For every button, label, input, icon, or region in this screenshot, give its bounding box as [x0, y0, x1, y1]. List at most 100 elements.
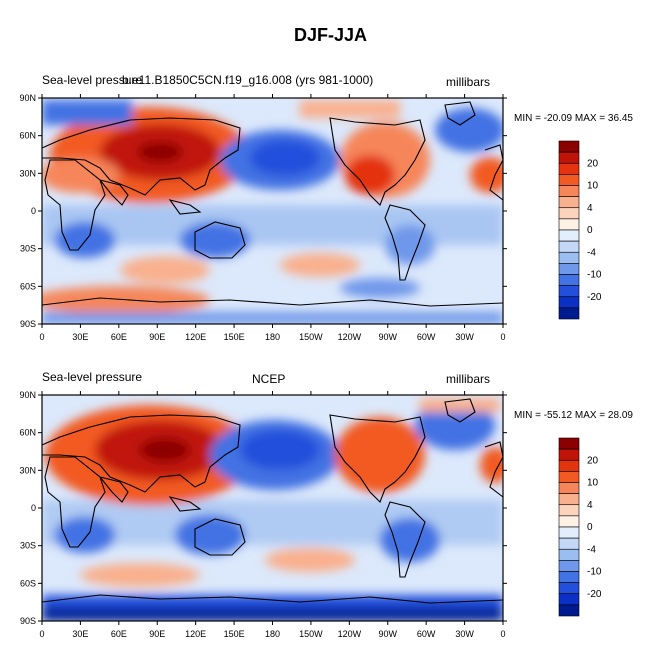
- colorbar-swatch: [558, 151, 580, 164]
- lon-tick-label: 150W: [299, 629, 323, 639]
- colorbar-label: 0: [587, 225, 593, 236]
- colorbar-swatch: [558, 571, 580, 583]
- colorbar-label: 10: [587, 181, 599, 192]
- lat-tick-label: 60S: [20, 281, 36, 291]
- colorbar-swatch: [558, 174, 580, 186]
- colorbars: 20 10 4 0 -4 -10 -20 20 10 4 0 -4 -10 -20: [558, 140, 602, 617]
- lat-tick-label: 60N: [19, 428, 36, 438]
- colorbar-swatch: [558, 437, 580, 450]
- lon-tick-label: 150W: [299, 332, 323, 342]
- panel2-center-label: NCEP: [252, 372, 286, 386]
- colorbar-swatch: [558, 274, 580, 286]
- lon-tick-label: 180: [265, 332, 280, 342]
- panel1-minmax: MIN = -20.09 MAX = 36.45: [514, 113, 633, 124]
- lon-tick-label: 90E: [149, 332, 165, 342]
- panel2-minmax: MIN = -55.12 MAX = 28.09: [514, 410, 633, 421]
- colorbar-label: 4: [587, 203, 593, 214]
- lon-tick-label: 150E: [224, 629, 245, 639]
- colorbar-label: -4: [587, 247, 596, 258]
- lon-tick-label: 0: [500, 332, 505, 342]
- panel2-units-label: millibars: [446, 372, 491, 386]
- colorbar-swatch: [558, 251, 580, 264]
- lat-tick-label: 90S: [20, 319, 36, 329]
- colorbar-swatch: [558, 162, 580, 175]
- lon-tick-label: 0: [39, 332, 44, 342]
- colorbar-label: -20: [587, 589, 602, 600]
- colorbar-swatch: [558, 548, 580, 561]
- colorbar-label: 20: [587, 158, 599, 169]
- colorbar-swatch: [558, 504, 580, 517]
- lon-tick-label: 60W: [417, 332, 436, 342]
- colorbar-swatch: [558, 218, 580, 231]
- lon-tick-label: 60E: [111, 629, 127, 639]
- lon-tick-label: 90W: [378, 332, 397, 342]
- colorbar-label: -10: [587, 567, 602, 578]
- lon-tick-label: 150E: [224, 332, 245, 342]
- colorbar-swatch: [558, 459, 580, 472]
- lon-tick-label: 180: [265, 629, 280, 639]
- colorbar-label: -4: [587, 544, 596, 555]
- lat-tick-label: 30S: [20, 541, 36, 551]
- lat-tick-label: 90N: [19, 390, 36, 400]
- colorbar-swatch: [558, 263, 580, 275]
- colorbar-swatch: [558, 560, 580, 572]
- coastlines: [41, 101, 504, 307]
- lon-tick-label: 120E: [185, 629, 206, 639]
- lon-tick-label: 30W: [455, 629, 474, 639]
- lat-tick-label: 60N: [19, 131, 36, 141]
- lon-tick-label: 120E: [185, 332, 206, 342]
- panel1-center-label: b.e11.B1850C5CN.f19_g16.008 (yrs 981-100…: [122, 73, 374, 87]
- colorbar-swatch: [558, 229, 580, 242]
- lat-tick-label: 30N: [19, 168, 36, 178]
- colorbar-swatch: [558, 448, 580, 461]
- lon-tick-label: 120W: [338, 332, 362, 342]
- colorbar-swatch: [558, 285, 580, 298]
- colorbar-label: 20: [587, 455, 599, 466]
- colorbar-swatch: [558, 526, 580, 539]
- colorbar-label: 0: [587, 522, 593, 533]
- lon-tick-label: 30E: [72, 629, 88, 639]
- lat-tick-label: 30N: [19, 465, 36, 475]
- lon-tick-label: 90E: [149, 629, 165, 639]
- lon-tick-label: 0: [39, 629, 44, 639]
- lon-tick-label: 30W: [455, 332, 474, 342]
- lon-tick-label: 60E: [111, 332, 127, 342]
- lat-tick-label: 60S: [20, 578, 36, 588]
- colorbar-swatch: [558, 482, 580, 494]
- lon-tick-label: 30E: [72, 332, 88, 342]
- lat-tick-label: 0: [31, 503, 36, 513]
- colorbar-swatch: [558, 537, 580, 550]
- colorbar-swatch: [558, 515, 580, 528]
- colorbar-label: 10: [587, 478, 599, 489]
- colorbar-swatch: [558, 296, 580, 309]
- colorbar-swatch: [558, 140, 580, 153]
- colorbar-swatch: [558, 604, 580, 617]
- colorbar-swatch: [558, 471, 580, 483]
- colorbar-swatch: [558, 240, 580, 253]
- lat-tick-label: 0: [31, 206, 36, 216]
- colorbar-label: -20: [587, 292, 602, 303]
- colorbar-swatch: [558, 185, 580, 197]
- main-title: DJF-JJA: [293, 25, 368, 45]
- colorbar-swatch: [558, 582, 580, 595]
- panel2-left-label: Sea-level pressure: [42, 370, 143, 384]
- colorbar-label: -10: [587, 270, 602, 281]
- lon-tick-label: 90W: [378, 629, 397, 639]
- panel1-pressure-field: [42, 98, 503, 324]
- lon-tick-label: 120W: [338, 629, 362, 639]
- lon-tick-label: 0: [500, 629, 505, 639]
- colorbar-label: 4: [587, 500, 593, 511]
- colorbar-swatch: [558, 307, 580, 320]
- colorbar-swatch: [558, 207, 580, 220]
- colorbar-swatch: [558, 196, 580, 209]
- lat-tick-label: 90N: [19, 93, 36, 103]
- lon-tick-label: 60W: [417, 629, 436, 639]
- panel2-pressure-field: [42, 395, 503, 621]
- colorbar-swatch: [558, 593, 580, 606]
- lat-tick-label: 30S: [20, 244, 36, 254]
- panel1-left-label: Sea-level pressure: [42, 73, 143, 87]
- panel1-units-label: millibars: [446, 75, 491, 89]
- lat-tick-label: 90S: [20, 616, 36, 626]
